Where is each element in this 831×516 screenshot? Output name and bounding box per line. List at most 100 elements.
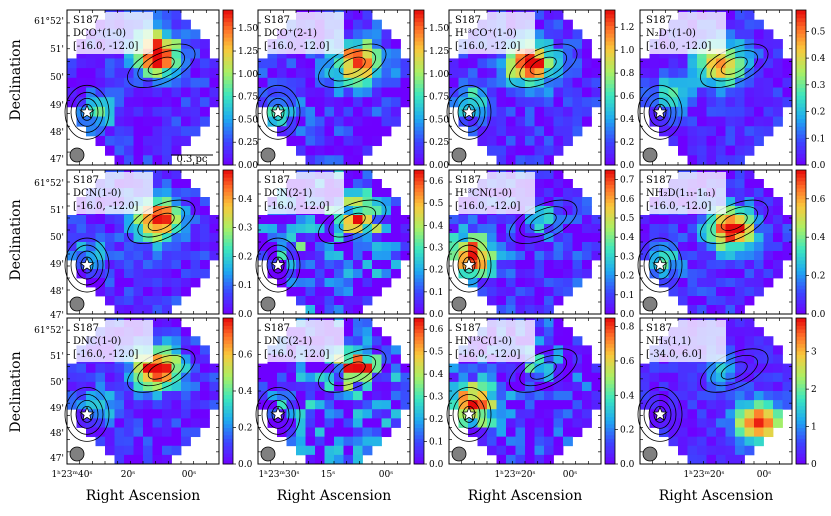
heatmap-cell bbox=[754, 126, 764, 137]
heatmap-cell bbox=[277, 242, 287, 252]
colorbar-segment bbox=[796, 260, 806, 265]
heatmap-cell bbox=[114, 269, 125, 279]
contour-line bbox=[529, 212, 557, 231]
heatmap-cell bbox=[763, 278, 774, 288]
contour-line bbox=[648, 97, 672, 127]
heatmap-cell bbox=[343, 97, 354, 108]
colorbar-segment bbox=[796, 245, 806, 250]
heatmap-cell bbox=[563, 126, 573, 137]
heatmap-cell bbox=[678, 372, 688, 383]
heatmap-cell bbox=[782, 381, 793, 392]
colorbar-segment bbox=[796, 184, 806, 189]
heatmap-cell bbox=[305, 97, 316, 108]
colorbar-segment bbox=[796, 281, 806, 286]
heatmap-cell bbox=[267, 97, 278, 108]
colorbar-tick-label: 0.4 bbox=[620, 233, 635, 243]
heatmap-cell bbox=[716, 278, 726, 288]
ra-tick-label: 1ʰ23ᵐ40ˢ bbox=[51, 470, 92, 480]
heatmap-cell bbox=[171, 436, 182, 447]
heatmap-cell bbox=[744, 170, 755, 180]
heatmap-cell bbox=[105, 372, 115, 383]
colorbar-segment bbox=[605, 453, 615, 458]
heatmap-cell bbox=[171, 327, 182, 337]
heatmap-cell bbox=[773, 116, 783, 127]
heatmap-cell bbox=[305, 145, 316, 156]
colorbar-segment bbox=[223, 456, 233, 461]
heatmap-cell bbox=[706, 233, 717, 243]
heatmap-cell bbox=[152, 269, 163, 279]
heatmap-cell bbox=[324, 454, 335, 465]
heatmap-cell bbox=[296, 126, 306, 137]
colorbar-segment bbox=[605, 405, 615, 410]
heatmap-cell bbox=[496, 400, 507, 410]
heatmap-cell bbox=[591, 400, 602, 410]
heatmap-cell bbox=[744, 354, 755, 365]
heatmap-cell bbox=[95, 391, 106, 401]
heatmap-cell bbox=[305, 251, 316, 261]
heatmap-cell bbox=[572, 381, 583, 392]
colorbar-segment bbox=[796, 56, 806, 61]
panel-label-box bbox=[69, 320, 153, 362]
heatmap-cell bbox=[86, 215, 96, 225]
heatmap-cell bbox=[353, 454, 363, 465]
heatmap-cell bbox=[391, 116, 401, 127]
heatmap-cell bbox=[735, 39, 745, 50]
heatmap-cell bbox=[534, 336, 545, 346]
heatmap-cell bbox=[706, 372, 717, 383]
heatmap-cell bbox=[324, 363, 335, 374]
colorbar-segment bbox=[796, 149, 806, 154]
heatmap-cell bbox=[525, 409, 535, 419]
colorbar-segment bbox=[605, 256, 615, 261]
heatmap-cell bbox=[506, 391, 516, 401]
heatmap-cell bbox=[334, 77, 344, 88]
colorbar-segment bbox=[223, 358, 233, 363]
heatmap-cell bbox=[572, 233, 583, 243]
heatmap-cell bbox=[267, 106, 278, 117]
heatmap-cell bbox=[678, 58, 688, 69]
heatmap-cell bbox=[659, 242, 669, 252]
colorbar-segment bbox=[223, 91, 233, 96]
colorbar-segment bbox=[223, 25, 233, 30]
colorbar-segment bbox=[796, 299, 806, 304]
colorbar-segment bbox=[414, 365, 424, 370]
contour-line bbox=[147, 361, 175, 380]
heatmap-cell bbox=[152, 197, 163, 207]
heatmap-cell bbox=[105, 381, 115, 392]
heatmap-cell bbox=[744, 381, 755, 392]
heatmap-cell bbox=[324, 106, 335, 117]
heatmap-cell bbox=[162, 445, 172, 456]
heatmap-cell bbox=[181, 354, 191, 365]
panel-label-box bbox=[69, 172, 153, 214]
heatmap-cell bbox=[391, 77, 401, 88]
heatmap-cell bbox=[76, 77, 87, 88]
colorbar-segment bbox=[223, 52, 233, 58]
heatmap-cell bbox=[286, 215, 297, 225]
heatmap-cell bbox=[400, 372, 411, 383]
heatmap-cell bbox=[477, 242, 488, 252]
heatmap-cell bbox=[324, 242, 335, 252]
heatmap-cell bbox=[725, 68, 736, 79]
heatmap-cell bbox=[487, 145, 497, 156]
heatmap-cell bbox=[76, 400, 87, 410]
heatmap-cell bbox=[200, 400, 210, 410]
heatmap-cell bbox=[744, 135, 755, 147]
heatmap-cell bbox=[152, 87, 163, 98]
heatmap-cell bbox=[381, 260, 392, 270]
colorbar-segment bbox=[414, 103, 424, 108]
colorbar-segment bbox=[414, 281, 424, 286]
heatmap-cell bbox=[296, 145, 306, 156]
heatmap-cell bbox=[706, 58, 717, 69]
colorbar-segment bbox=[796, 48, 806, 54]
heatmap-cell bbox=[458, 77, 469, 88]
heatmap-cell bbox=[706, 116, 717, 127]
heatmap-cell bbox=[687, 215, 698, 225]
heatmap-cell bbox=[162, 19, 172, 30]
heatmap-cell bbox=[181, 48, 191, 59]
heatmap-cell bbox=[296, 400, 306, 410]
heatmap-cell bbox=[296, 296, 306, 306]
colorbar-segment bbox=[223, 285, 233, 290]
heatmap-cell bbox=[506, 418, 516, 428]
